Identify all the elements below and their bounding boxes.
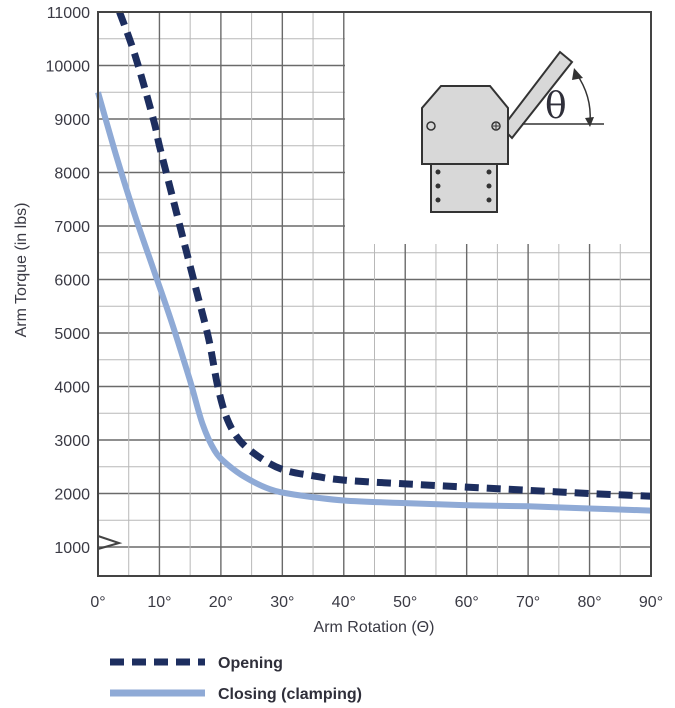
y-tick-label: 7000 [54,219,90,236]
y-tick-label: 9000 [54,112,90,129]
x-axis-label: Arm Rotation (Θ) [314,619,435,636]
x-tick-label: 40° [332,594,356,611]
legend-label-opening: Opening [218,655,283,672]
x-tick-label: 10° [147,594,171,611]
x-tick-label: 90° [639,594,663,611]
inset-theta-symbol: θ [545,86,567,127]
y-tick-label: 3000 [54,433,90,450]
y-tick-label: 11000 [47,5,90,22]
y-axis-label: Arm Torque (in lbs) [13,203,30,338]
x-tick-label: 30° [270,594,294,611]
y-tick-label: 8000 [54,166,90,183]
y-ticks: 1000 2000 3000 4000 5000 6000 7000 8000 9000 1000… [46,5,91,557]
closing-series-line [95,91,652,514]
inset-panel: θ [345,12,651,244]
clamp-arm-icon [421,50,604,213]
plot-frame [97,11,652,577]
legend-label-closing: Closing (clamping) [218,686,362,703]
axis-break-marker [97,535,123,550]
opening-series-line [116,10,652,500]
y-tick-label: 10000 [46,59,91,76]
x-tick-label: 80° [577,594,601,611]
y-tick-label: 4000 [54,380,90,397]
legend: Opening Closing (clamping) [110,655,362,703]
x-tick-label: 0° [90,594,105,611]
x-tick-label: 50° [393,594,417,611]
y-tick-label: 5000 [54,326,90,343]
y-tick-label: 2000 [54,487,90,504]
x-tick-label: 20° [209,594,233,611]
y-tick-label: 1000 [54,540,90,557]
x-ticks: 0° 10° 20° 30° 40° 50° 60° 70° 80° 90° [90,594,663,611]
series-layer [95,10,652,514]
x-tick-label: 60° [455,594,479,611]
y-tick-label: 6000 [54,273,90,290]
x-tick-label: 70° [516,594,540,611]
